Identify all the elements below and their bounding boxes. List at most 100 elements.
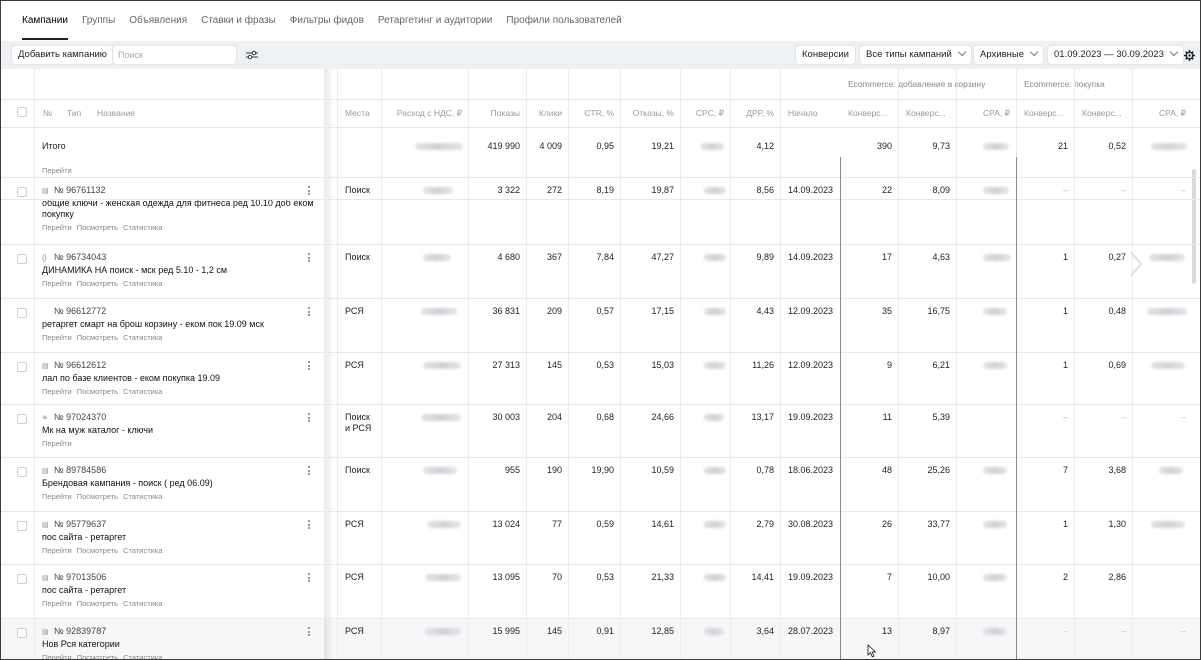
row-menu-icon[interactable] — [305, 252, 313, 264]
campaign-id[interactable]: № 96612772 — [42, 306, 106, 316]
total-go-link-label[interactable]: Перейти — [42, 166, 72, 175]
campaign-name[interactable]: пос сайта - ретаргет — [42, 585, 127, 595]
campaign-id[interactable]: ✳ № 97024370 — [42, 412, 106, 422]
add-campaign-button[interactable]: Добавить кампанию — [11, 45, 114, 65]
table-row[interactable]: ▤ № 97013506 пос сайта - ретаргет Перейти По… — [1, 564, 1200, 618]
row-go-link[interactable]: Перейти — [42, 223, 72, 232]
row-checkbox[interactable] — [17, 574, 27, 584]
campaign-types-dropdown[interactable]: Все типы кампаний — [859, 45, 972, 65]
tab-campaigns[interactable]: Кампании — [15, 1, 75, 41]
row-stats-link[interactable]: Статистика — [123, 223, 163, 232]
row-stats-link[interactable]: Статистика — [123, 279, 163, 288]
row-go-link[interactable]: Перейти — [42, 333, 72, 342]
table-row[interactable]: № 96612772 ретаргет смарт на брош корзину… — [1, 298, 1200, 352]
row-go-link[interactable]: Перейти — [42, 439, 72, 448]
row-checkbox[interactable] — [17, 628, 27, 638]
total-go-link[interactable]: Перейти — [42, 166, 77, 175]
row-checkbox[interactable] — [17, 521, 27, 531]
column-header-cart-cpa[interactable]: CPA, ₽ — [983, 108, 1010, 118]
row-stats-link[interactable]: Статистика — [123, 492, 163, 501]
campaign-name[interactable]: лал по базе клиентов - еком покупка 19.0… — [42, 373, 221, 383]
row-go-link[interactable]: Перейти — [42, 599, 72, 608]
row-go-link[interactable]: Перейти — [42, 387, 72, 396]
table-row[interactable]: ▤ № 96612612 лал по базе клиентов - еком п… — [1, 352, 1200, 404]
row-go-link[interactable]: Перейти — [42, 653, 72, 660]
table-row[interactable]: ▤ № 96761132 общие ключи - женская одежда … — [1, 177, 1200, 244]
row-go-link[interactable]: Перейти — [42, 492, 72, 501]
row-menu-icon[interactable] — [305, 306, 313, 318]
column-header-drr[interactable]: ДРР, % — [746, 108, 774, 118]
conversions-button[interactable]: Конверсии — [795, 45, 856, 65]
row-menu-icon[interactable] — [305, 412, 313, 424]
campaign-id[interactable]: ▤ № 92839787 — [42, 626, 106, 636]
column-header-cpc[interactable]: CPC, ₽ — [695, 108, 724, 118]
column-header-purchase-rate[interactable]: Конверс... — [1082, 108, 1122, 118]
row-menu-icon[interactable] — [305, 360, 313, 372]
row-checkbox[interactable] — [17, 308, 27, 318]
column-header-places[interactable]: Места — [345, 108, 370, 118]
column-header-cart-conversions[interactable]: Конверс... — [848, 108, 888, 118]
gear-icon[interactable] — [1179, 45, 1199, 65]
campaign-name[interactable]: пос сайта - ретаргет — [42, 532, 127, 542]
row-menu-icon[interactable] — [305, 572, 313, 584]
row-menu-icon[interactable] — [305, 519, 313, 531]
row-view-link[interactable]: Посмотреть — [76, 653, 119, 660]
row-stats-link[interactable]: Статистика — [123, 599, 163, 608]
tab-feed-filters[interactable]: Фильтры фидов — [289, 15, 364, 26]
campaign-id[interactable]: ▤ № 97013506 — [42, 572, 106, 582]
campaign-name[interactable]: ДИНАМИКА НА поиск - мск ред 5.10 - 1,2 с… — [42, 265, 228, 275]
row-go-link[interactable]: Перейти — [42, 546, 72, 555]
search-input[interactable]: Поиск — [112, 45, 237, 65]
row-go-link[interactable]: Перейти — [42, 279, 72, 288]
tab-retargeting[interactable]: Ретаргетинг и аудитории — [377, 15, 493, 26]
table-row[interactable]: ▤ № 95779637 пос сайта - ретаргет Перейти По… — [1, 511, 1200, 564]
tab-ads[interactable]: Объявления — [129, 15, 188, 26]
row-view-link[interactable]: Посмотреть — [76, 279, 119, 288]
row-view-link[interactable]: Посмотреть — [76, 387, 119, 396]
row-checkbox[interactable] — [17, 467, 27, 477]
column-header-name[interactable]: Название — [97, 108, 135, 118]
row-stats-link[interactable]: Статистика — [123, 333, 163, 342]
campaign-name[interactable]: Мк на муж каталог - ключи — [42, 425, 153, 435]
table-row[interactable]: ▤ № 89784586 Брендовая кампания - поиск ( … — [1, 457, 1200, 511]
row-checkbox[interactable] — [17, 362, 27, 372]
column-header-number[interactable]: № — [43, 108, 53, 118]
filter-settings-icon[interactable] — [242, 45, 262, 65]
row-menu-icon[interactable] — [305, 626, 313, 638]
campaign-id[interactable]: {} № 96734043 — [42, 252, 106, 262]
campaign-id[interactable]: ▤ № 89784586 — [42, 465, 106, 475]
column-header-bounces[interactable]: Отказы, % — [632, 108, 674, 118]
table-row[interactable]: ✳ № 97024370 Мк на муж каталог - ключи Пере… — [1, 404, 1200, 457]
row-view-link[interactable]: Посмотреть — [76, 546, 119, 555]
row-view-link[interactable]: Посмотреть — [76, 492, 119, 501]
row-checkbox[interactable] — [17, 187, 27, 197]
column-header-impressions[interactable]: Показы — [490, 108, 520, 118]
table-row[interactable]: ▤ № 92839787 Нов Рся категории Перейти Посмо… — [1, 618, 1200, 660]
row-stats-link[interactable]: Статистика — [123, 387, 163, 396]
table-row[interactable]: {} № 96734043 ДИНАМИКА НА поиск - мск ред … — [1, 244, 1200, 298]
row-view-link[interactable]: Посмотреть — [76, 333, 119, 342]
campaign-id[interactable]: ▤ № 96761132 — [42, 185, 106, 195]
row-menu-icon[interactable] — [305, 465, 313, 477]
column-header-ctr[interactable]: CTR, % — [584, 108, 614, 118]
campaign-id[interactable]: ▤ № 96612612 — [42, 360, 106, 370]
row-checkbox[interactable] — [17, 414, 27, 424]
row-view-link[interactable]: Посмотреть — [76, 599, 119, 608]
tab-user-profiles[interactable]: Профили пользователей — [506, 15, 622, 26]
column-header-type[interactable]: Тип — [67, 108, 82, 118]
campaign-name-continued[interactable]: покупку — [42, 209, 74, 219]
column-header-spend[interactable]: Расход с НДС, ₽ — [396, 108, 462, 118]
column-header-clicks[interactable]: Клики — [538, 108, 562, 118]
row-menu-icon[interactable] — [305, 185, 313, 197]
row-stats-link[interactable]: Статистика — [123, 653, 163, 660]
tab-bids-phrases[interactable]: Ставки и фразы — [201, 15, 276, 26]
campaign-id[interactable]: ▤ № 95779637 — [42, 519, 106, 529]
archived-dropdown[interactable]: Архивные — [973, 45, 1044, 65]
row-stats-link[interactable]: Статистика — [123, 546, 163, 555]
campaign-name[interactable]: Нов Рся категории — [42, 639, 120, 649]
column-header-cart-rate[interactable]: Конверс... — [906, 108, 946, 118]
select-all-checkbox[interactable] — [17, 107, 27, 117]
column-header-purchase-cpa[interactable]: CPA, ₽ — [1159, 108, 1186, 118]
column-header-start[interactable]: Начало — [788, 108, 818, 118]
row-checkbox[interactable] — [17, 254, 27, 264]
